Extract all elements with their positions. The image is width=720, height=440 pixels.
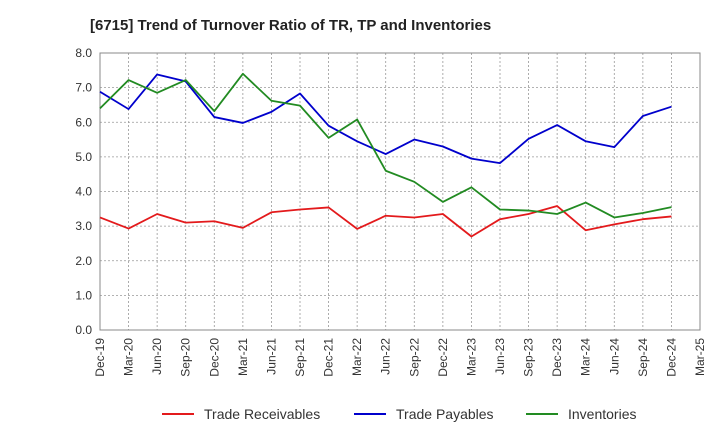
x-tick-label: Dec-23	[550, 338, 564, 377]
x-tick-label: Mar-21	[236, 338, 250, 376]
x-tick-label: Mar-22	[350, 338, 364, 376]
legend-label: Inventories	[568, 406, 636, 422]
x-tick-label: Jun-22	[379, 338, 393, 375]
y-tick-label: 5.0	[75, 150, 92, 164]
x-tick-label: Sep-20	[179, 338, 193, 377]
x-tick-label: Jun-24	[607, 338, 621, 375]
plot-frame	[99, 52, 701, 331]
x-tick-label: Dec-24	[664, 338, 678, 377]
y-tick-label: 1.0	[75, 288, 92, 302]
axes: 0.0 1.0 2.0 3.0 4.0 5.0 6.0 7.0 8.0 Dec-19 Mar-20 J…	[75, 46, 707, 377]
y-tick-label: 2.0	[75, 254, 92, 268]
grid-lines	[99, 52, 701, 331]
x-tick-label: Jun-20	[150, 338, 164, 375]
x-tick-label: Mar-23	[464, 338, 478, 376]
y-tick-label: 6.0	[75, 115, 92, 129]
legend: Trade Receivables Trade Payables Inventori…	[162, 406, 636, 422]
x-tick-label: Jun-23	[493, 338, 507, 375]
series-line-trade-receivables	[99, 205, 672, 238]
x-tick-label: Dec-19	[93, 338, 107, 377]
y-tick-label: 3.0	[75, 219, 92, 233]
legend-label: Trade Payables	[396, 406, 494, 422]
x-tick-label: Dec-20	[207, 338, 221, 377]
series-line-trade-payables	[99, 73, 672, 165]
x-tick-label: Mar-24	[579, 338, 593, 376]
series-lines	[99, 72, 672, 238]
x-tick-label: Sep-23	[522, 338, 536, 377]
series-line-inventories	[99, 72, 672, 219]
y-tick-label: 7.0	[75, 81, 92, 95]
chart-title: [6715] Trend of Turnover Ratio of TR, TP…	[90, 17, 491, 34]
x-tick-label: Sep-21	[293, 338, 307, 377]
x-tick-label: Jun-21	[264, 338, 278, 375]
x-tick-label: Sep-24	[636, 338, 650, 377]
y-tick-label: 8.0	[75, 46, 92, 60]
legend-label: Trade Receivables	[204, 406, 320, 422]
x-tick-label: Mar-20	[122, 338, 136, 376]
x-tick-label: Dec-22	[436, 338, 450, 377]
x-tick-label: Sep-22	[407, 338, 421, 377]
x-tick-label: Dec-21	[322, 338, 336, 377]
x-tick-label: Mar-25	[693, 338, 707, 376]
y-tick-label: 4.0	[75, 185, 92, 199]
y-tick-label: 0.0	[75, 323, 92, 337]
